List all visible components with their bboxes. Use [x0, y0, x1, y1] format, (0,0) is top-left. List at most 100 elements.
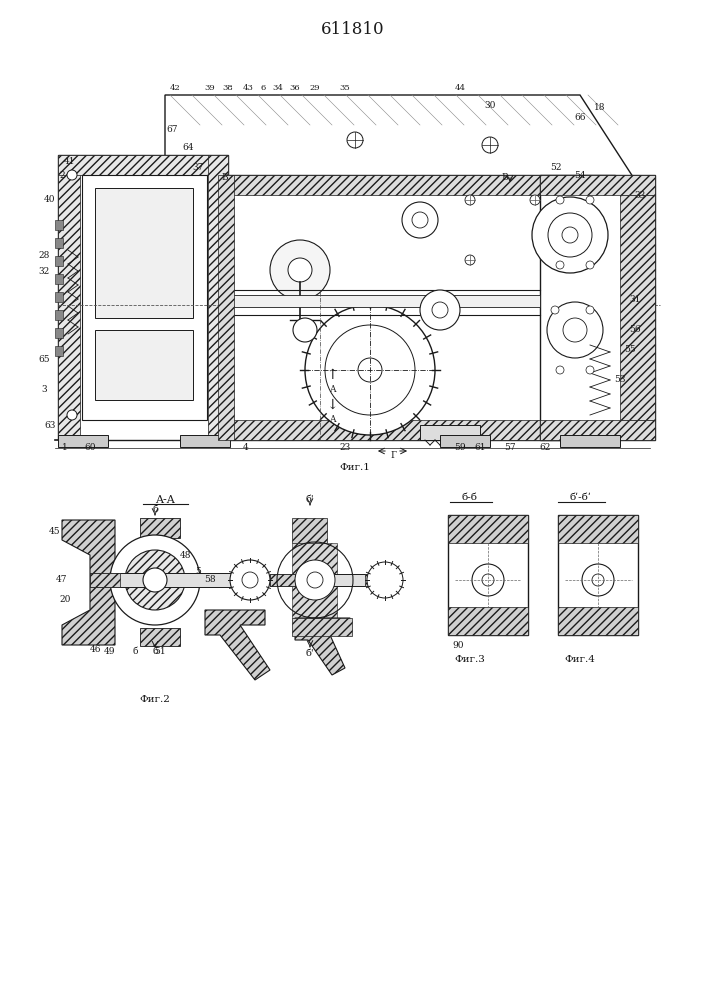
Bar: [225, 175, 615, 440]
Text: 51: 51: [154, 648, 166, 656]
Text: б: б: [152, 648, 158, 656]
Text: 54: 54: [574, 170, 586, 180]
Text: 34: 34: [273, 84, 284, 92]
Bar: [90, 573, 120, 587]
Text: A-A: A-A: [155, 495, 175, 505]
Text: 5: 5: [195, 568, 201, 576]
Bar: [420, 425, 480, 440]
Circle shape: [592, 574, 604, 586]
Text: 36: 36: [290, 84, 300, 92]
Bar: [560, 435, 620, 447]
Bar: [292, 518, 327, 543]
Text: 53: 53: [614, 375, 626, 384]
Circle shape: [556, 366, 564, 374]
Text: 38: 38: [223, 84, 233, 92]
Text: 40: 40: [45, 196, 56, 205]
Circle shape: [582, 564, 614, 596]
Text: 46: 46: [89, 646, 101, 654]
Circle shape: [465, 195, 475, 205]
Circle shape: [556, 196, 564, 204]
Text: 49: 49: [104, 648, 116, 656]
Circle shape: [402, 202, 438, 238]
Circle shape: [532, 197, 608, 273]
Circle shape: [325, 325, 415, 415]
Circle shape: [465, 255, 475, 265]
Circle shape: [412, 212, 428, 228]
Text: 29: 29: [310, 84, 320, 92]
Circle shape: [551, 306, 559, 314]
Polygon shape: [165, 95, 635, 180]
Circle shape: [347, 132, 363, 148]
Text: 32: 32: [38, 267, 49, 276]
Circle shape: [548, 213, 592, 257]
Text: 48: 48: [180, 550, 191, 560]
Bar: [55, 310, 63, 320]
Text: 43: 43: [243, 84, 253, 92]
Circle shape: [67, 170, 77, 180]
Text: б: б: [132, 648, 138, 656]
Text: 90: 90: [452, 641, 464, 650]
Bar: [448, 607, 528, 635]
Text: 60: 60: [84, 444, 95, 452]
Text: B: B: [502, 174, 508, 182]
Bar: [540, 420, 655, 440]
Circle shape: [305, 305, 435, 435]
Bar: [55, 346, 63, 356]
Bar: [218, 175, 234, 440]
Bar: [55, 238, 63, 248]
Bar: [55, 256, 63, 266]
Bar: [270, 574, 295, 586]
Bar: [540, 175, 655, 195]
Text: A: A: [329, 416, 335, 424]
Text: 62: 62: [539, 444, 551, 452]
Bar: [270, 574, 390, 586]
Bar: [180, 435, 230, 447]
Circle shape: [586, 196, 594, 204]
Bar: [230, 295, 540, 307]
Text: б': б': [305, 495, 315, 504]
Text: 41: 41: [64, 157, 76, 166]
Circle shape: [472, 564, 504, 596]
Bar: [90, 573, 265, 587]
Circle shape: [307, 572, 323, 588]
Text: 66: 66: [574, 113, 586, 122]
Circle shape: [230, 560, 270, 600]
Text: 6: 6: [260, 84, 266, 92]
Text: 47: 47: [57, 576, 68, 584]
Text: б: б: [152, 506, 158, 514]
Bar: [58, 435, 108, 447]
Text: 4: 4: [243, 444, 249, 452]
Text: 39: 39: [204, 84, 216, 92]
Circle shape: [586, 366, 594, 374]
Bar: [225, 175, 615, 195]
Text: 3: 3: [41, 385, 47, 394]
Text: Фиг.2: Фиг.2: [139, 696, 170, 704]
Circle shape: [110, 535, 200, 625]
Circle shape: [530, 195, 540, 205]
Text: 65: 65: [38, 356, 49, 364]
Text: 55: 55: [624, 346, 636, 355]
Bar: [292, 618, 352, 636]
Text: б': б': [305, 650, 315, 658]
Text: 31: 31: [629, 296, 641, 304]
Text: Г: Г: [390, 450, 396, 460]
Circle shape: [586, 261, 594, 269]
Text: 30: 30: [484, 101, 496, 109]
Bar: [292, 543, 337, 618]
Text: Фиг.1: Фиг.1: [339, 464, 370, 473]
Text: ↓: ↓: [326, 398, 338, 412]
Text: Фиг.4: Фиг.4: [565, 656, 595, 664]
Bar: [95, 330, 193, 400]
Text: 61: 61: [474, 444, 486, 452]
Circle shape: [288, 258, 312, 282]
Text: 28: 28: [38, 250, 49, 259]
Bar: [225, 420, 615, 440]
Circle shape: [67, 410, 77, 420]
Bar: [365, 574, 390, 586]
Text: A: A: [329, 385, 335, 394]
Circle shape: [547, 302, 603, 358]
Bar: [558, 607, 638, 635]
Bar: [558, 515, 638, 543]
Text: 58: 58: [204, 576, 216, 584]
Bar: [232, 573, 264, 587]
